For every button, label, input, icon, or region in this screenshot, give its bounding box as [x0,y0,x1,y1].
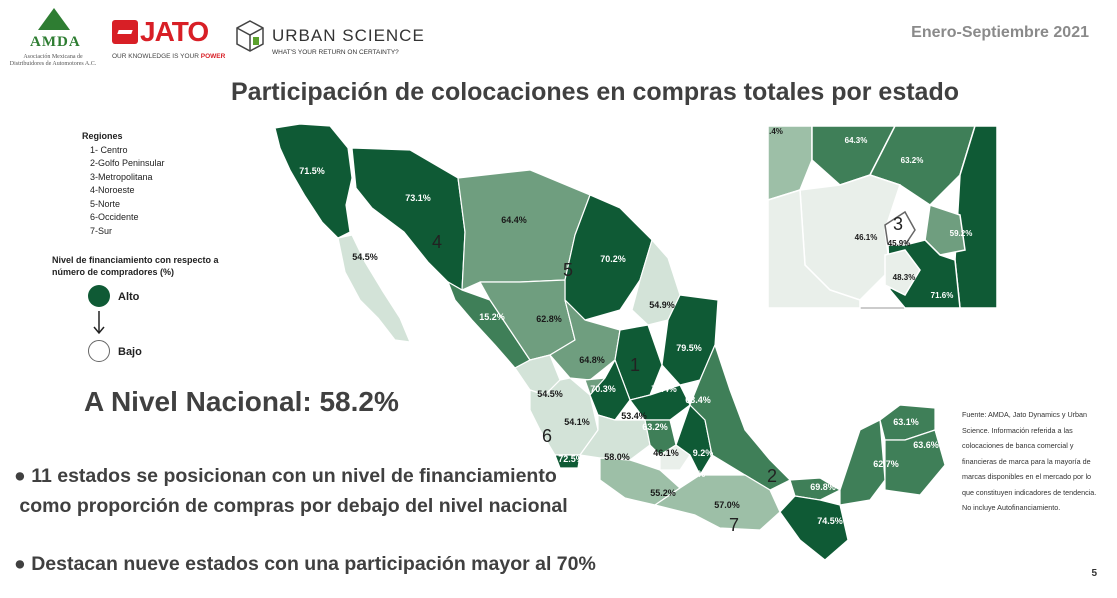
state-value: 79.5% [676,343,702,353]
state-quintana-roo [884,429,946,496]
state-value: 46.1% [653,448,679,458]
region-number: 4 [432,232,442,252]
state-value: 64.8% [579,355,605,365]
state-baja-california-sur [337,234,411,343]
urban-science-name: URBAN SCIENCE [272,26,425,45]
cube-icon [236,20,264,52]
region-number: 6 [542,426,552,446]
low-level-label: Bajo [118,346,142,358]
state-morelos [659,444,691,471]
state-value: 70.3% [590,384,616,394]
state-value: 73.1% [405,193,431,203]
state-value: 63.2% [642,422,668,432]
state-value: 64.4% [501,215,527,225]
state-value: 54.9% [649,300,675,310]
state-value: 63.6% [913,440,939,450]
regions-legend-title: Regiones [82,131,123,141]
jato-mark-icon [112,20,138,44]
metropolitan-inset: .4% 64.3% 63.2% 46.1% 45.9% 59.2% 48.3% … [767,125,998,309]
region-number: 7 [729,515,739,535]
high-level-swatch [88,285,110,307]
state-coahuila [564,194,653,321]
state-value: 58.0% [604,452,630,462]
bullet-below-national: ● 11 estados se posicionan con un nivel … [14,465,568,517]
inset-value: 48.3% [893,273,916,282]
level-legend-title: Nivel de financiamiento con respecto a n… [52,255,219,277]
region-item: 7-Sur [90,225,113,236]
inset-value: .4% [769,127,783,136]
inset-value: 46.1% [855,233,878,242]
state-value: 70.2% [600,254,626,264]
inset-value: 59.2% [950,229,973,238]
state-value: 63.1% [893,417,919,427]
bullet-above-70: ● Destacan nueve estados con una partici… [14,553,596,575]
source-note: Fuente: AMDA, Jato Dynamics y Urban Scie… [962,410,1097,512]
state-value: 1.6% [685,469,706,479]
low-level-swatch [88,340,110,362]
inset-value: 71.6% [931,291,954,300]
national-level: A Nivel Nacional: 58.2% [84,386,399,417]
amda-logo-subtitle: Asociación Mexicana de Distribuidores de… [9,54,97,67]
region-number: 1 [630,355,640,375]
region-number: 2 [767,466,777,486]
region-item: 5-Norte [90,198,121,209]
state-baja-california [274,123,353,239]
state-value: 62.8% [536,314,562,324]
urban-science-tagline: WHAT'S YOUR RETURN ON CERTAINTY? [272,49,399,56]
state-tabasco [789,477,841,501]
jato-logo: JATO OUR KNOWLEDGE IS YOUR POWER [112,16,226,64]
state-oaxaca [654,474,781,531]
inset-region-number: 3 [893,214,903,234]
state-value: 54.5% [352,252,378,262]
state-value: 63.4% [685,395,711,405]
page-title: Participación de colocaciones en compras… [230,78,959,106]
state-value: 69.8% [810,482,836,492]
inset-value: 64.3% [845,136,868,145]
amda-logo: AMDA Asociación Mexicana de Distribuidor… [8,6,98,72]
urban-science-logo: URBAN SCIENCE WHAT'S YOUR RETURN ON CERT… [236,20,436,60]
amda-logo-name: AMDA [30,34,81,50]
state-value: 53.4% [621,411,647,421]
page-number: 5 [1091,568,1097,579]
state-tamaulipas [661,294,719,386]
jato-logo-name: JATO [140,16,209,47]
region-item: 2-Golfo Peninsular [90,158,165,168]
state-chiapas [779,495,849,561]
state-nuevo-leon [631,239,681,326]
state-value: 9.2% [693,448,714,458]
state-colima [554,454,581,469]
period-label: Enero-Septiembre 2021 [911,24,1089,41]
state-value: 57.0% [714,500,740,510]
state-value: 15.2% [479,312,505,322]
state-value: 72.5% [558,454,584,464]
region-item: 1- Centro [90,144,128,155]
arrow-down-icon [93,311,105,335]
state-value: 54.1% [564,417,590,427]
inset-value: 63.2% [901,156,924,165]
regions-legend: Regiones 1- Centro 2-Golfo Peninsular 3-… [60,130,165,238]
state-value: 62.7% [873,459,899,469]
mountain-icon [38,8,70,30]
region-number: 5 [563,260,573,280]
state-veracruz [689,344,791,491]
state-value: 75.4% [651,384,677,394]
region-item: 3-Metropolitana [90,171,153,182]
state-value: 55.2% [650,488,676,498]
state-value: 71.5% [299,166,325,176]
state-value: 54.5% [537,389,563,399]
inset-value: 45.9% [888,239,911,248]
jato-tagline: OUR KNOWLEDGE IS YOUR POWER [112,53,226,60]
region-item: 6-Occidente [90,212,139,222]
high-level-label: Alto [118,291,140,303]
region-item: 4-Noroeste [90,185,135,195]
state-value: 74.5% [817,516,843,526]
